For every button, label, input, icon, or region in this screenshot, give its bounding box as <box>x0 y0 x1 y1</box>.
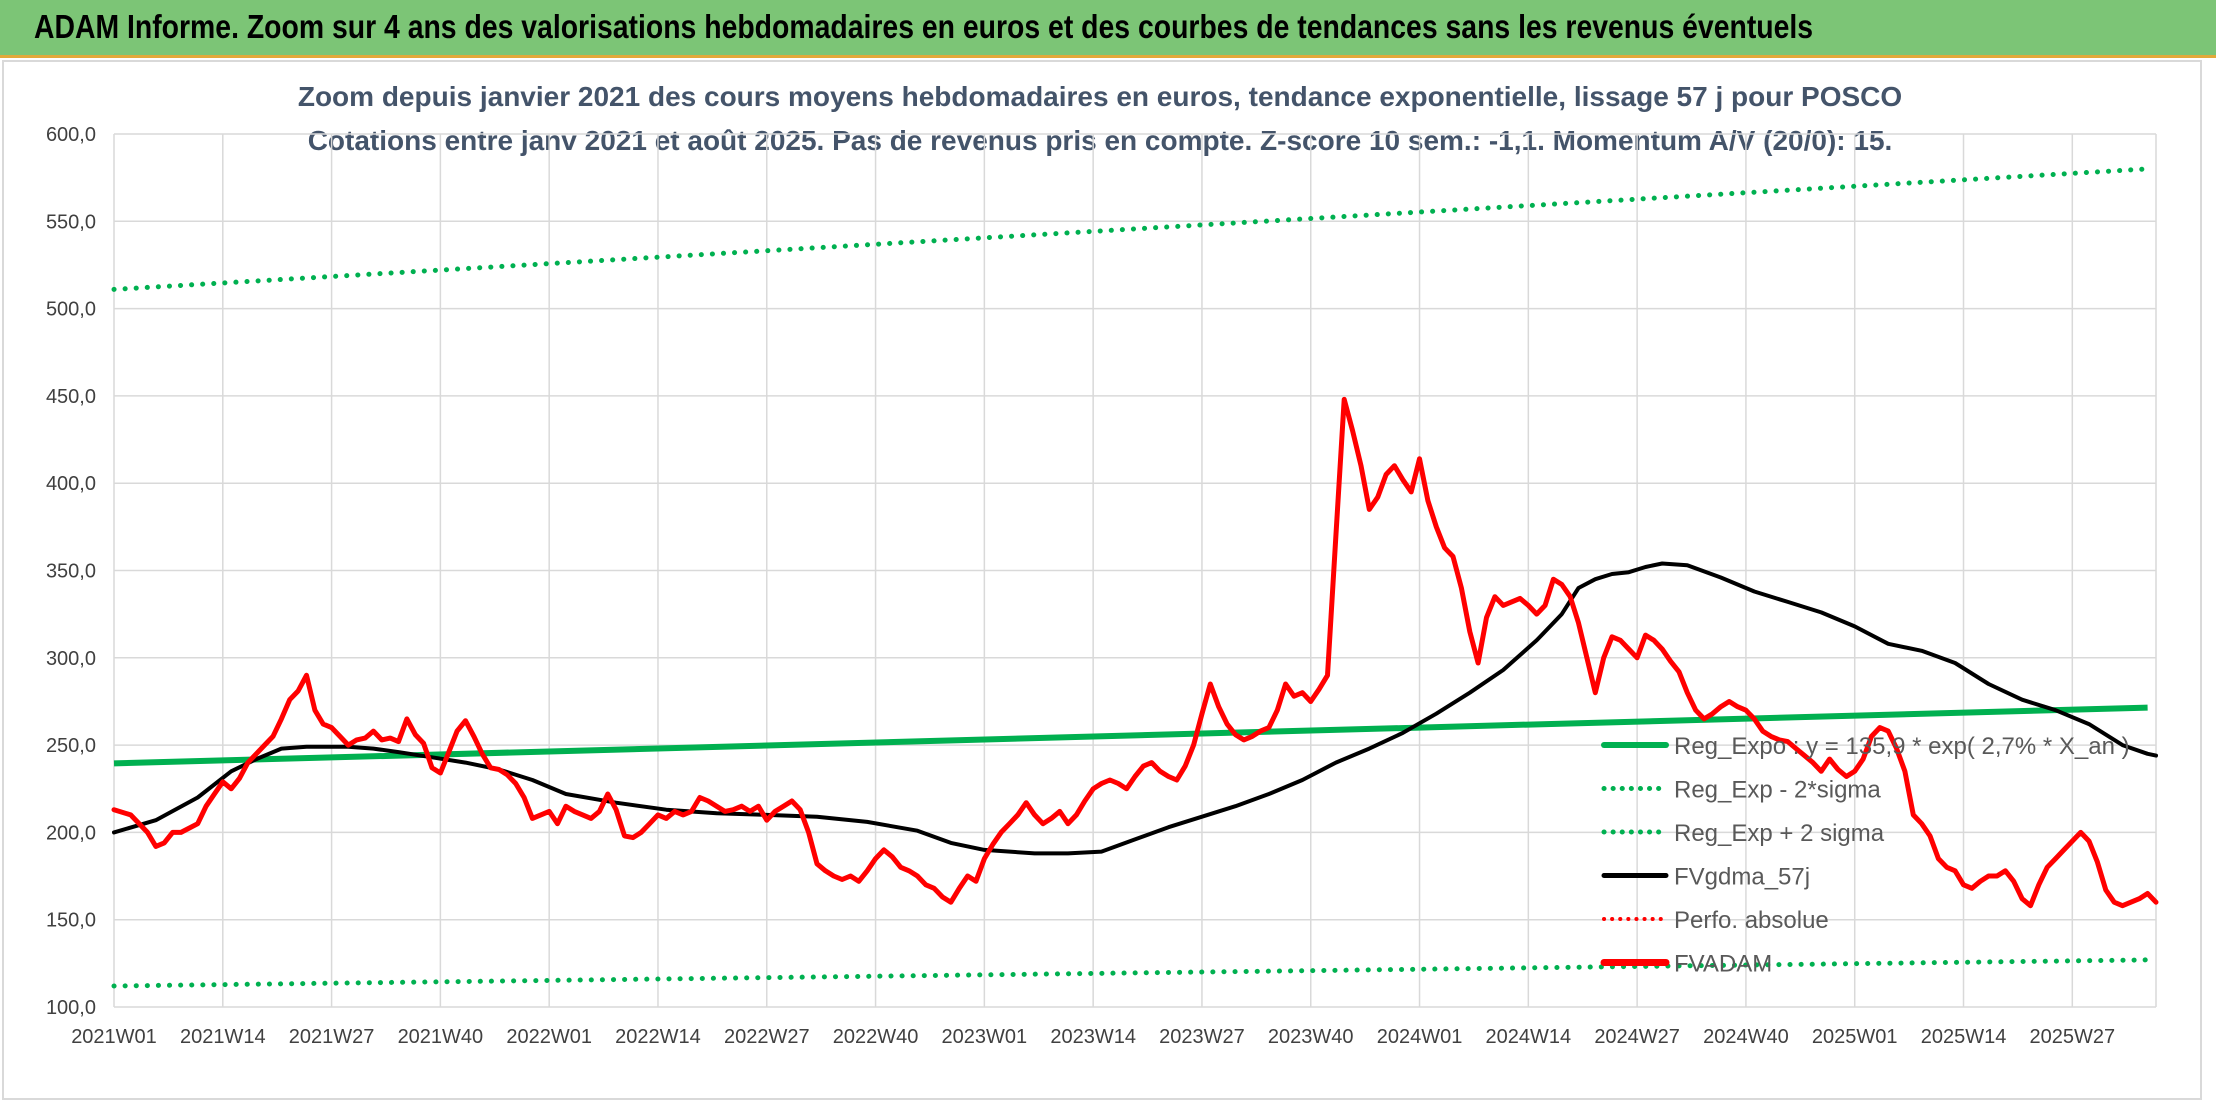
y-tick-label: 500,0 <box>46 299 96 321</box>
x-tick-label: 2023W40 <box>1268 1026 1354 1048</box>
report-title: ADAM Informe. Zoom sur 4 ans des valoris… <box>34 8 1814 45</box>
legend-label-reg-minus: Reg_Exp - 2*sigma <box>1674 777 1881 804</box>
x-tick-label: 2023W27 <box>1159 1026 1245 1048</box>
x-tick-label: 2024W14 <box>1486 1026 1572 1048</box>
y-tick-label: 150,0 <box>46 910 96 932</box>
report-header: ADAM Informe. Zoom sur 4 ans des valoris… <box>0 0 2216 58</box>
x-tick-label: 2021W14 <box>180 1026 266 1048</box>
chart-title-line-1: Zoom depuis janvier 2021 des cours moyen… <box>298 81 1902 112</box>
chart-title-line-2: Cotations entre janv 2021 et août 2025. … <box>308 125 1893 156</box>
y-tick-label: 350,0 <box>46 561 96 583</box>
y-tick-label: 450,0 <box>46 386 96 408</box>
x-tick-label: 2022W40 <box>833 1026 919 1048</box>
y-tick-label: 550,0 <box>46 211 96 233</box>
x-tick-label: 2025W01 <box>1812 1026 1898 1048</box>
series-fvgdma <box>112 561 2158 856</box>
x-tick-label: 2025W14 <box>1921 1026 2007 1048</box>
x-tick-label: 2022W27 <box>724 1026 810 1048</box>
x-tick-label: 2024W27 <box>1594 1026 1680 1048</box>
legend-label-perfo: Perfo. absolue <box>1674 907 1829 934</box>
x-tick-label: 2021W01 <box>71 1026 157 1048</box>
line-chart: Zoom depuis janvier 2021 des cours moyen… <box>46 81 2159 1048</box>
series-reg-exp <box>113 704 2148 767</box>
series-fvadam <box>111 396 2159 909</box>
legend-label-fvgdma: FVgdma_57j <box>1674 864 1810 891</box>
x-tick-label: 2023W01 <box>942 1026 1028 1048</box>
x-tick-label: 2024W40 <box>1703 1026 1789 1048</box>
series-reg-plus <box>111 166 2151 292</box>
series-reg-minus <box>111 957 2151 989</box>
x-tick-label: 2021W27 <box>289 1026 375 1048</box>
legend-label-fvadam: FVADAM <box>1674 951 1772 978</box>
legend-label-reg-plus: Reg_Exp + 2 sigma <box>1674 820 1885 847</box>
y-tick-label: 600,0 <box>46 124 96 146</box>
legend-label-reg-exp: Reg_Expo : y = 135,9 * exp( 2,7% * X_an … <box>1674 733 2130 760</box>
y-tick-label: 200,0 <box>46 822 96 844</box>
y-tick-label: 100,0 <box>46 997 96 1019</box>
x-tick-label: 2022W01 <box>506 1026 592 1048</box>
x-tick-label: 2025W27 <box>2029 1026 2115 1048</box>
x-tick-label: 2021W40 <box>398 1026 484 1048</box>
chart-frame: Zoom depuis janvier 2021 des cours moyen… <box>2 60 2202 1100</box>
x-tick-label: 2023W14 <box>1050 1026 1136 1048</box>
y-tick-label: 400,0 <box>46 473 96 495</box>
y-tick-label: 250,0 <box>46 735 96 757</box>
y-tick-label: 300,0 <box>46 648 96 670</box>
x-tick-label: 2022W14 <box>615 1026 701 1048</box>
x-tick-label: 2024W01 <box>1377 1026 1463 1048</box>
